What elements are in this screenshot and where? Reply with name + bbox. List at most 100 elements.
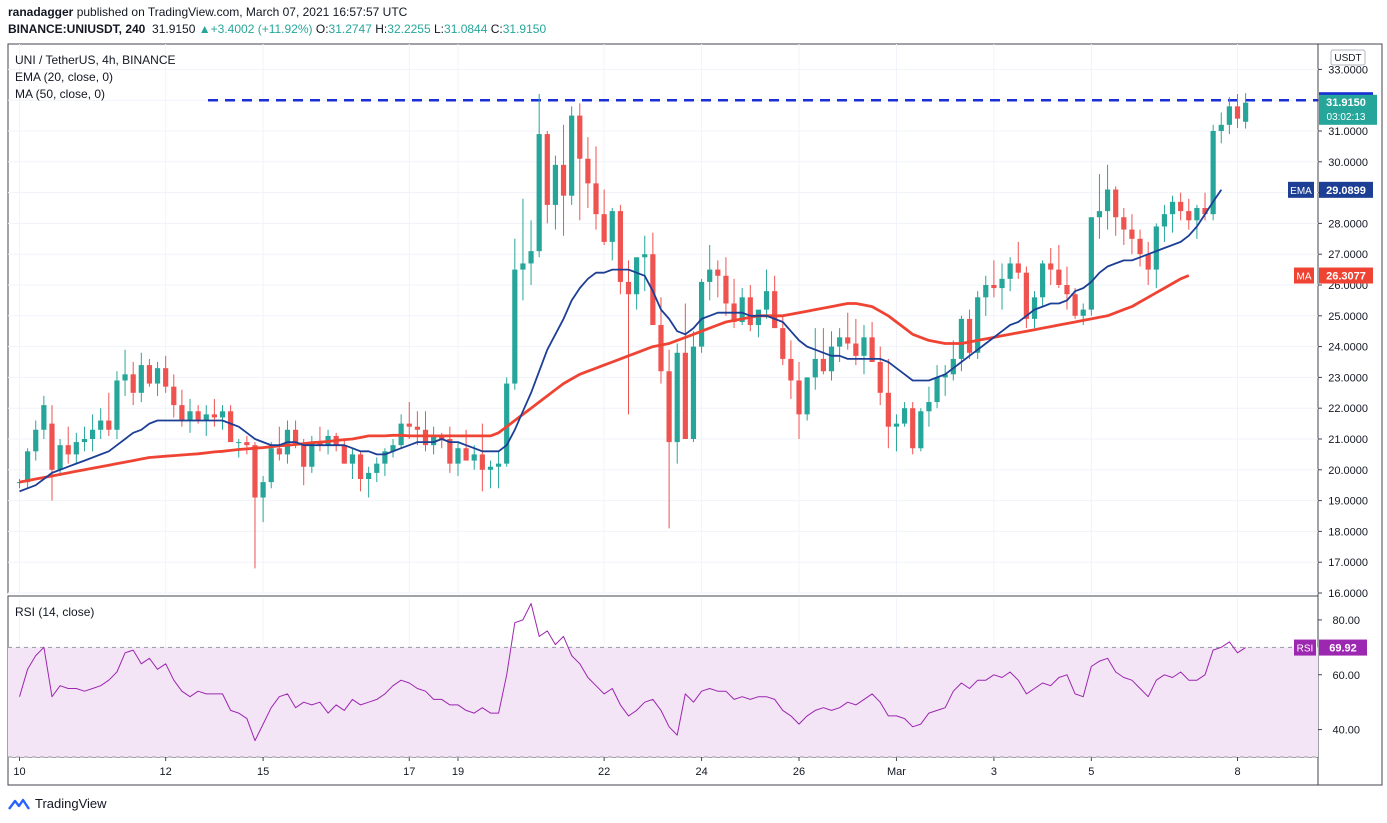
time-tick-label: Mar	[887, 766, 906, 778]
publish-header: ranadagger published on TradingView.com,…	[8, 5, 407, 19]
candle-up	[89, 429, 96, 439]
candle-down	[276, 448, 282, 455]
candle-up	[487, 466, 494, 470]
candle-down	[252, 445, 258, 498]
last-price: 31.9150	[152, 22, 196, 36]
candle-up	[837, 337, 843, 347]
candle-down	[1137, 238, 1143, 255]
candle-up	[609, 211, 615, 242]
candle-up	[471, 454, 477, 461]
author-name: ranadagger	[8, 5, 74, 19]
candle-down	[1129, 229, 1135, 239]
price-tick-label: 21.0000	[1328, 434, 1368, 446]
candle-up	[455, 448, 461, 464]
candle-down	[845, 337, 851, 344]
candle-up	[260, 482, 266, 498]
candle-up	[755, 309, 762, 326]
candle-down	[1048, 263, 1054, 270]
candle-down	[463, 448, 469, 461]
candle-down	[577, 115, 583, 159]
ema-line	[19, 189, 1223, 493]
ma-tag-bg	[1294, 267, 1314, 284]
symbol-line: BINANCE:UNIUSDT, 240	[8, 22, 146, 36]
candle-up	[520, 263, 526, 270]
candle-up	[1161, 214, 1168, 227]
candle-down	[1015, 263, 1021, 273]
publish-info: published on TradingView.com, March 07, …	[76, 5, 408, 19]
candle-down	[317, 442, 323, 446]
candle-up	[893, 423, 900, 427]
candle-down	[1202, 208, 1208, 215]
candle-down	[1145, 254, 1151, 270]
price-tick-label: 25.0000	[1328, 311, 1368, 323]
close-value: 31.9150	[502, 22, 547, 36]
close-label: C:	[490, 22, 503, 36]
candle-down	[146, 365, 153, 384]
candle-up	[154, 368, 161, 384]
candle-up	[1104, 189, 1111, 212]
candle-up	[918, 411, 924, 449]
low-label: L:	[434, 22, 445, 36]
time-tick-label: 22	[598, 766, 610, 778]
price-tick-label: 17.0000	[1328, 557, 1368, 569]
chart-title: UNI / TetherUS, 4h, BINANCE	[15, 53, 176, 67]
currency-label: USDT	[1334, 53, 1361, 64]
candle-down	[130, 374, 136, 393]
candle-up	[975, 297, 981, 353]
rsi-tick-label: 60.00	[1332, 670, 1360, 682]
candle-up	[674, 352, 680, 443]
candle-down	[65, 445, 71, 455]
candle-down	[625, 281, 632, 295]
price-tick-label: 18.0000	[1328, 526, 1368, 538]
candle-up	[1007, 263, 1013, 279]
price-tick-label: 31.0000	[1328, 126, 1368, 138]
price-tick-label: 30.0000	[1328, 157, 1368, 169]
rsi-tick-label: 40.00	[1332, 725, 1360, 737]
candle-down	[1072, 294, 1078, 316]
ema-legend: EMA (20, close, 0)	[15, 70, 114, 84]
candle-up	[390, 445, 396, 452]
ma-legend: MA (50, close, 0)	[15, 87, 106, 101]
time-tick-label: 19	[452, 766, 464, 778]
price-tick-label: 20.0000	[1328, 465, 1368, 477]
tradingview-logo[interactable]: TradingView	[8, 796, 107, 811]
candle-up	[504, 383, 510, 464]
candle-down	[292, 429, 299, 446]
price-tick-label: 23.0000	[1328, 372, 1368, 384]
candle-down	[1113, 189, 1119, 218]
candle-down	[853, 343, 859, 356]
last-price-label-bg	[1319, 94, 1377, 125]
candle-up	[431, 435, 437, 446]
candle-down	[1186, 211, 1192, 221]
ema-tag: EMA	[1290, 186, 1312, 197]
ema-tag-bg	[1288, 181, 1314, 198]
candle-up	[25, 451, 31, 483]
candle-up	[268, 448, 274, 483]
currency-box	[1330, 49, 1366, 66]
candle-down	[228, 411, 234, 443]
candle-up	[1226, 106, 1232, 125]
price-tick-label: 22.0000	[1328, 403, 1368, 415]
rsi-band	[8, 647, 1318, 757]
candle-down	[617, 211, 623, 282]
candle-up	[1243, 102, 1249, 122]
candle-down	[585, 158, 591, 184]
candle-down	[244, 442, 250, 446]
candle-down	[341, 445, 347, 464]
candle-up	[114, 380, 120, 430]
candle-up	[983, 285, 989, 298]
candle-down	[1023, 272, 1029, 319]
candle-up	[1169, 201, 1176, 215]
rsi-tag-bg	[1294, 639, 1316, 656]
candle-up	[634, 257, 640, 295]
high-value: 32.2255	[387, 22, 431, 36]
candle-up	[236, 442, 242, 444]
price-tick-label: 19.0000	[1328, 496, 1368, 508]
candle-up	[950, 358, 956, 375]
candle-down	[163, 368, 169, 387]
price-tick-label: 28.0000	[1328, 218, 1368, 230]
candle-down	[414, 426, 420, 430]
candle-up	[1210, 131, 1216, 215]
time-tick-label: 10	[13, 766, 25, 778]
